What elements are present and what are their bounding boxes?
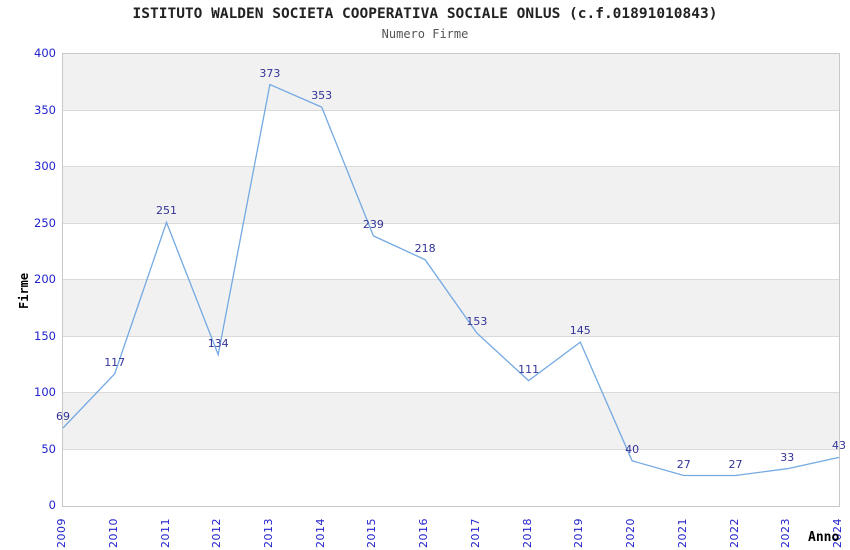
data-point-label: 251 xyxy=(156,204,177,218)
gridline xyxy=(63,222,839,224)
data-point-label: 27 xyxy=(728,457,743,471)
data-point-label: 134 xyxy=(207,336,229,350)
gridline xyxy=(63,279,839,280)
x-tick-label: 2019 xyxy=(572,518,586,548)
data-point-label: 43 xyxy=(832,439,846,453)
gridline xyxy=(63,392,839,393)
data-point-label: 218 xyxy=(414,241,436,255)
chart-title: ISTITUTO WALDEN SOCIETA COOPERATIVA SOCI… xyxy=(132,6,718,22)
plot-area: 69 117 251 134 373 353 239 218 153 111 145 40 27 27 33… xyxy=(56,53,846,507)
line-series xyxy=(62,83,840,477)
data-point-label: 373 xyxy=(259,66,281,80)
data-point-label: 153 xyxy=(466,315,488,329)
chart-subtitle: Numero Firme xyxy=(381,27,469,41)
y-tick-label: 400 xyxy=(34,46,56,60)
y-tick-label: 150 xyxy=(34,328,56,343)
y-tick-label: 0 xyxy=(48,498,56,512)
x-tick-label: 2012 xyxy=(210,518,224,548)
x-tick-label: 2018 xyxy=(520,518,534,548)
data-point-label: 33 xyxy=(780,450,795,464)
data-point-label: 111 xyxy=(518,362,540,376)
y-tick-label: 350 xyxy=(34,102,56,117)
y-tick-label: 100 xyxy=(34,385,56,399)
x-tick-label: 2015 xyxy=(365,518,379,548)
gridline xyxy=(63,109,839,111)
x-tick-label: 2021 xyxy=(675,518,689,548)
x-tick-label: 2022 xyxy=(727,518,741,548)
gridline xyxy=(63,448,839,450)
data-point-label: 353 xyxy=(311,89,333,103)
y-tick-label: 300 xyxy=(34,159,56,173)
plot-band xyxy=(63,393,839,450)
x-tick-label: 2011 xyxy=(158,518,172,548)
data-point-label: 145 xyxy=(569,324,591,338)
data-point-label: 239 xyxy=(362,217,384,231)
gridline xyxy=(63,166,839,167)
x-axis-title: Anno xyxy=(808,530,840,545)
x-tick-label: 2014 xyxy=(313,518,327,548)
y-tick-label: 250 xyxy=(34,215,56,230)
x-tick-label: 2020 xyxy=(624,518,638,548)
x-tick-label: 2009 xyxy=(55,518,68,548)
data-point-label: 40 xyxy=(625,442,640,456)
data-point-label: 27 xyxy=(676,457,691,471)
x-tick-label: 2016 xyxy=(417,518,431,548)
y-tick-label: 200 xyxy=(34,272,56,286)
x-tick-label: 2017 xyxy=(468,518,482,548)
x-tick-label: 2013 xyxy=(261,518,275,548)
series-polyline xyxy=(62,83,840,477)
gridline xyxy=(63,335,839,337)
plot-band xyxy=(63,167,839,224)
data-point-label: 117 xyxy=(104,355,126,369)
plot-band xyxy=(63,54,839,111)
x-tick-label: 2010 xyxy=(106,518,120,548)
y-tick-label: 50 xyxy=(41,441,56,456)
data-point-label: 69 xyxy=(56,410,70,423)
x-tick-label: 2023 xyxy=(779,518,793,548)
